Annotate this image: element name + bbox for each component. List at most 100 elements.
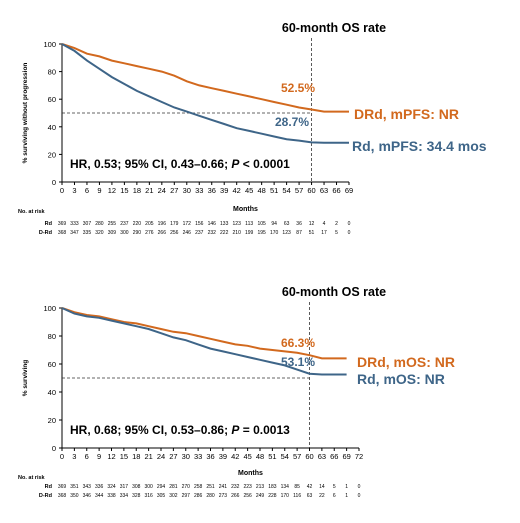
hazard-ratio-text: HR, 0.68; 95% CI, 0.53–0.86; P = 0.0013 bbox=[70, 423, 290, 437]
at-risk-value: 232 bbox=[208, 230, 217, 236]
rate-label: 28.7% bbox=[275, 115, 309, 129]
x-tick-label: 63 bbox=[318, 452, 326, 461]
at-risk-value: 249 bbox=[256, 493, 265, 499]
at-risk-value: 266 bbox=[231, 493, 240, 499]
at-risk-value: 305 bbox=[157, 493, 166, 499]
at-risk-value: 237 bbox=[120, 221, 129, 227]
x-axis-label: Months bbox=[233, 206, 258, 213]
rate-label: 52.5% bbox=[281, 81, 315, 95]
at-risk-value: 199 bbox=[245, 230, 254, 236]
at-risk-value: 87 bbox=[296, 230, 302, 236]
x-tick-label: 51 bbox=[268, 452, 276, 461]
at-risk-value: 256 bbox=[243, 493, 252, 499]
hr-p-label: P bbox=[231, 423, 240, 437]
at-risk-value: 347 bbox=[70, 230, 79, 236]
x-tick-label: 45 bbox=[243, 452, 251, 461]
y-tick-label: 0 bbox=[52, 178, 56, 187]
series-line-rd bbox=[61, 307, 347, 376]
x-tick-label: 63 bbox=[320, 186, 328, 195]
x-tick-label: 54 bbox=[281, 452, 289, 461]
x-tick-label: 12 bbox=[108, 186, 116, 195]
at-risk-value: 63 bbox=[284, 221, 290, 227]
at-risk-value: 334 bbox=[120, 493, 129, 499]
hr-suffix: = 0.0013 bbox=[239, 423, 290, 437]
at-risk-value: 1 bbox=[345, 484, 348, 490]
at-risk-value: 205 bbox=[145, 221, 154, 227]
hr-prefix: HR, 0.53; 95% CI, 0.43–0.66; bbox=[70, 157, 231, 171]
series-line-drd bbox=[61, 43, 349, 113]
at-risk-value: 316 bbox=[144, 493, 153, 499]
x-tick-label: 9 bbox=[97, 452, 101, 461]
at-risk-value: 309 bbox=[108, 230, 117, 236]
at-risk-value: 246 bbox=[183, 230, 192, 236]
y-tick-label: 100 bbox=[43, 40, 56, 49]
at-risk-value: 14 bbox=[319, 484, 325, 490]
x-tick-label: 33 bbox=[194, 452, 202, 461]
x-tick-label: 18 bbox=[133, 186, 141, 195]
legend-label: DRd, mPFS: NR bbox=[354, 106, 459, 122]
at-risk-value: 344 bbox=[95, 493, 104, 499]
at-risk-row-label: Rd bbox=[45, 484, 52, 490]
at-risk-value: 280 bbox=[95, 221, 104, 227]
x-tick-label: 18 bbox=[132, 452, 140, 461]
x-tick-label: 54 bbox=[282, 186, 290, 195]
at-risk-value: 22 bbox=[319, 493, 325, 499]
x-tick-label: 36 bbox=[206, 452, 214, 461]
at-risk-value: 328 bbox=[132, 493, 141, 499]
at-risk-header: No. at risk bbox=[18, 475, 46, 481]
x-tick-label: 6 bbox=[85, 186, 89, 195]
x-tick-label: 27 bbox=[170, 186, 178, 195]
at-risk-value: 0 bbox=[358, 493, 361, 499]
x-tick-label: 42 bbox=[233, 186, 241, 195]
at-risk-value: 276 bbox=[145, 230, 154, 236]
at-risk-value: 297 bbox=[182, 493, 191, 499]
x-axis-label: Months bbox=[238, 470, 263, 477]
at-risk-value: 294 bbox=[157, 484, 166, 490]
x-tick-label: 3 bbox=[72, 186, 76, 195]
at-risk-value: 0 bbox=[358, 484, 361, 490]
at-risk-value: 6 bbox=[333, 493, 336, 499]
x-tick-label: 3 bbox=[72, 452, 76, 461]
x-tick-label: 39 bbox=[220, 186, 228, 195]
at-risk-value: 281 bbox=[169, 484, 178, 490]
at-risk-value: 0 bbox=[348, 221, 351, 227]
at-risk-value: 170 bbox=[281, 493, 290, 499]
at-risk-value: 183 bbox=[268, 484, 277, 490]
x-tick-label: 57 bbox=[293, 452, 301, 461]
hr-prefix: HR, 0.68; 95% CI, 0.53–0.86; bbox=[70, 423, 231, 437]
at-risk-value: 270 bbox=[182, 484, 191, 490]
x-tick-label: 36 bbox=[208, 186, 216, 195]
at-risk-value: 368 bbox=[58, 493, 67, 499]
at-risk-value: 4 bbox=[323, 221, 326, 227]
at-risk-value: 324 bbox=[107, 484, 116, 490]
series-line-drd bbox=[61, 307, 347, 360]
at-risk-value: 280 bbox=[206, 493, 215, 499]
x-tick-label: 72 bbox=[355, 452, 363, 461]
legend-label: Rd, mPFS: 34.4 mos bbox=[352, 138, 487, 154]
at-risk-value: 336 bbox=[95, 484, 104, 490]
at-risk-value: 223 bbox=[243, 484, 252, 490]
at-risk-row-label: D-Rd bbox=[39, 230, 52, 236]
at-risk-value: 368 bbox=[58, 230, 67, 236]
x-tick-label: 45 bbox=[245, 186, 253, 195]
rate-label: 53.1% bbox=[281, 355, 315, 369]
x-tick-label: 30 bbox=[182, 452, 190, 461]
x-tick-label: 0 bbox=[60, 186, 64, 195]
at-risk-value: 51 bbox=[309, 230, 315, 236]
x-tick-label: 66 bbox=[330, 452, 338, 461]
x-tick-label: 15 bbox=[120, 186, 128, 195]
at-risk-value: 308 bbox=[132, 484, 141, 490]
y-tick-label: 80 bbox=[48, 332, 56, 341]
at-risk-value: 113 bbox=[245, 221, 253, 227]
at-risk-value: 5 bbox=[335, 230, 338, 236]
at-risk-value: 346 bbox=[83, 493, 92, 499]
at-risk-value: 36 bbox=[296, 221, 302, 227]
at-risk-value: 343 bbox=[83, 484, 92, 490]
at-risk-value: 350 bbox=[70, 493, 79, 499]
y-tick-label: 60 bbox=[48, 95, 56, 104]
x-tick-label: 24 bbox=[158, 186, 166, 195]
at-risk-value: 256 bbox=[170, 230, 179, 236]
